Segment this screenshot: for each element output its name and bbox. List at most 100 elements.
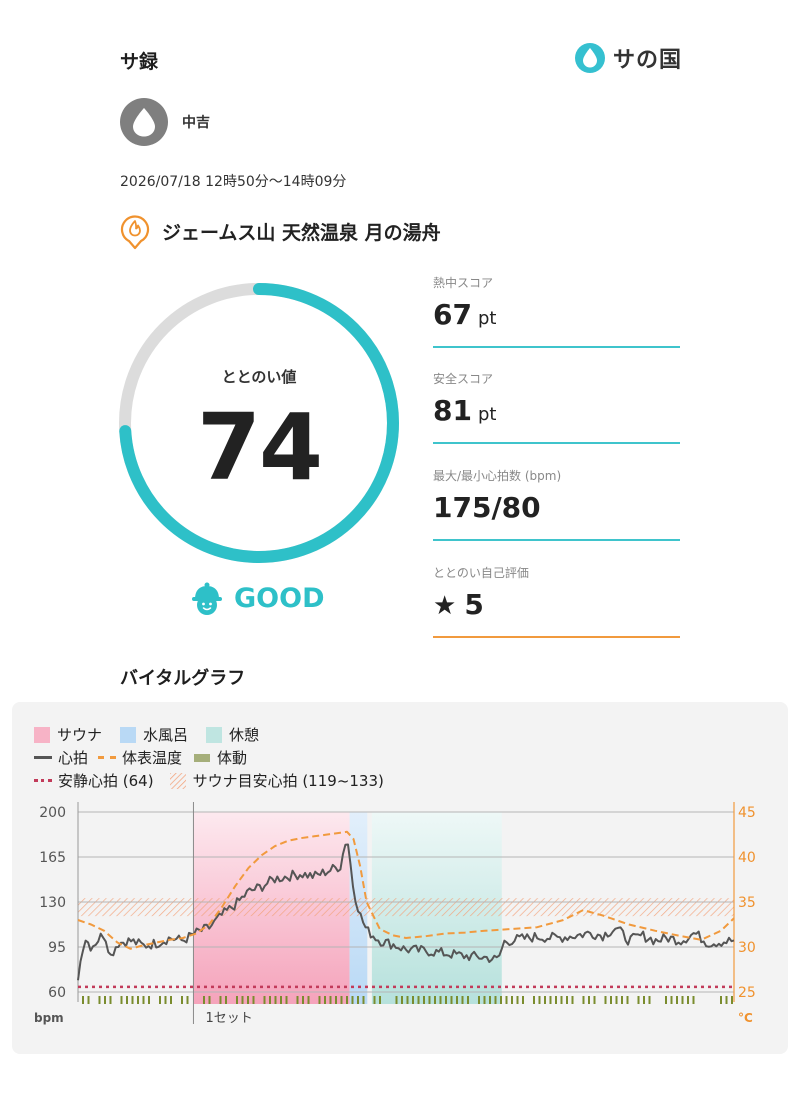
movement-mark (593, 996, 596, 1004)
session-datetime: 2026/07/18 12時50分〜14時09分 (120, 174, 347, 190)
self-evaluation-number: 5 (464, 588, 484, 621)
movement-mark (274, 996, 277, 1004)
legend-temp: 体表温度 (98, 747, 182, 768)
star-icon: ★ (433, 591, 457, 621)
legend-resting-hr-label: 安静心拍 (64) (58, 772, 154, 790)
legend-temp-label: 体表温度 (122, 749, 183, 767)
movement-mark (687, 996, 689, 1004)
movement-mark (362, 996, 365, 1004)
movement-mark (720, 996, 722, 1004)
y-left-unit: bpm (34, 1011, 64, 1025)
movement-mark (560, 996, 563, 1004)
legend-movement-label: 体動 (217, 749, 248, 767)
movement-mark (148, 996, 150, 1004)
user-name[interactable]: 中吉 (182, 115, 210, 131)
movement-mark (456, 996, 458, 1004)
movement-mark (137, 996, 139, 1004)
movement-mark (500, 996, 502, 1004)
safety-score-label: 安全スコア (433, 372, 494, 386)
movement-mark (681, 996, 684, 1004)
movement-mark (423, 996, 425, 1004)
totonoi-ring (119, 283, 399, 563)
movement-mark (82, 996, 84, 1004)
legend-target-hr-label: サウナ目安心拍 (119~133) (192, 772, 384, 790)
y-left-tick-label: 130 (39, 895, 66, 911)
legend-target-hr: サウナ目安心拍 (119~133) (169, 770, 384, 791)
movement-mark (379, 996, 381, 1004)
movement-mark (109, 996, 112, 1004)
movement-mark (478, 996, 480, 1004)
grade-text: GOOD (234, 582, 325, 614)
temp-line-swatch (98, 756, 117, 759)
movement-mark (665, 996, 667, 1004)
movement-swatch (194, 753, 211, 762)
movement-mark (434, 996, 436, 1004)
movement-mark (263, 996, 266, 1004)
movement-mark (615, 996, 618, 1004)
movement-mark (307, 996, 310, 1004)
movement-mark (346, 996, 348, 1004)
divider (433, 442, 680, 444)
vital-chart: 200 165 130 95 60 45 40 35 30 25 bpm °C 1セット (34, 802, 756, 1026)
movement-mark (252, 996, 255, 1004)
movement-mark (340, 996, 343, 1004)
target-hr-band (78, 898, 734, 917)
heart-rate-label: 最大/最小心拍数 (bpm) (433, 469, 562, 483)
app-title: サ録 (120, 51, 159, 73)
movement-mark (637, 996, 640, 1004)
legend-sauna: サウナ (34, 724, 102, 745)
movement-mark (417, 996, 420, 1004)
legend-row-thresholds: 安静心拍 (64) サウナ目安心拍 (119~133) (34, 770, 402, 791)
facility-link[interactable]: ジェームス山 天然温泉 月の湯舟 (120, 212, 441, 250)
vital-graph-card: サウナ 水風呂 休憩 心拍 体表温度 体動 安静心拍 (64) サウナ目安心拍 … (12, 702, 788, 1054)
heart-rate-value: 175/80 (433, 491, 541, 524)
x-set-label: 1セット (205, 1011, 252, 1026)
divider (433, 539, 680, 541)
movement-mark (461, 996, 464, 1004)
movement-mark (445, 996, 447, 1004)
heart-rate-series (77, 843, 735, 981)
movement-mark (588, 996, 590, 1004)
movement-mark (395, 996, 398, 1004)
y-left-tick-label: 200 (39, 805, 66, 821)
safety-score: 安全スコア 81 pt (433, 370, 680, 444)
movement-mark (126, 996, 128, 1004)
movement-mark (428, 996, 431, 1004)
movement-mark (450, 996, 453, 1004)
movement-mark (164, 996, 167, 1004)
legend-water-bath-label: 水風呂 (143, 726, 189, 744)
movement-mark (131, 996, 134, 1004)
movement-mark (186, 996, 189, 1004)
movement-mark (494, 996, 497, 1004)
y-right-tick-label: 30 (738, 940, 756, 956)
movement-mark (373, 996, 376, 1004)
movement-mark (489, 996, 491, 1004)
movement-mark (731, 996, 733, 1004)
movement-mark (406, 996, 409, 1004)
user-profile[interactable]: 中吉 (120, 98, 210, 146)
legend-heart: 心拍 (34, 747, 88, 768)
avatar[interactable] (120, 98, 168, 146)
movement-mark (626, 996, 629, 1004)
divider (433, 346, 680, 348)
movement-mark (329, 996, 332, 1004)
self-evaluation-value: ★ 5 (433, 588, 484, 621)
heart-line-swatch (34, 756, 52, 759)
totonoi-value: 74 (196, 394, 323, 501)
y-right-unit: °C (738, 1011, 753, 1025)
fire-pin-icon (120, 215, 150, 250)
movement-mark (219, 996, 222, 1004)
y-right-tick-label: 25 (738, 985, 756, 1001)
y-left-tick-label: 60 (48, 985, 66, 1001)
movement-mark (643, 996, 645, 1004)
movement-mark (571, 996, 574, 1004)
movement-mark (236, 996, 238, 1004)
movement-mark (692, 996, 695, 1004)
movement-mark (538, 996, 541, 1004)
movement-mark (412, 996, 414, 1004)
movement-mark (324, 996, 326, 1004)
facility-name[interactable]: ジェームス山 天然温泉 月の湯舟 (162, 221, 441, 244)
water-bath-swatch (120, 726, 137, 743)
water-drop-icon (133, 108, 155, 137)
movement-mark (208, 996, 211, 1004)
